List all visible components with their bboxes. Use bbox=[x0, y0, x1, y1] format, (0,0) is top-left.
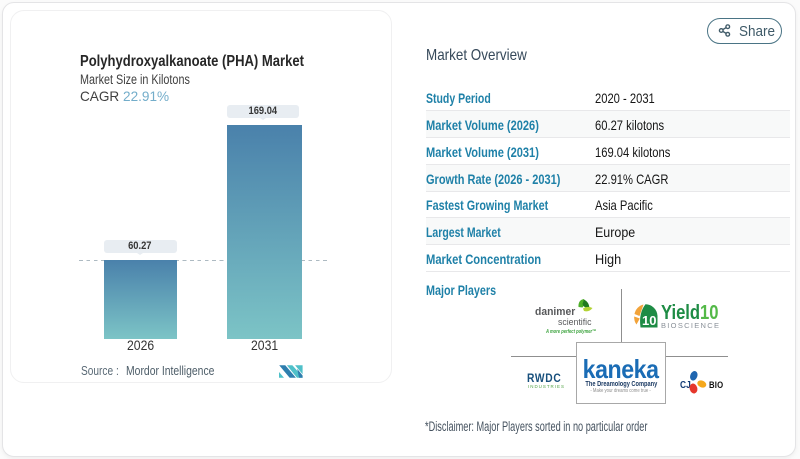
svg-text:10: 10 bbox=[642, 313, 656, 328]
